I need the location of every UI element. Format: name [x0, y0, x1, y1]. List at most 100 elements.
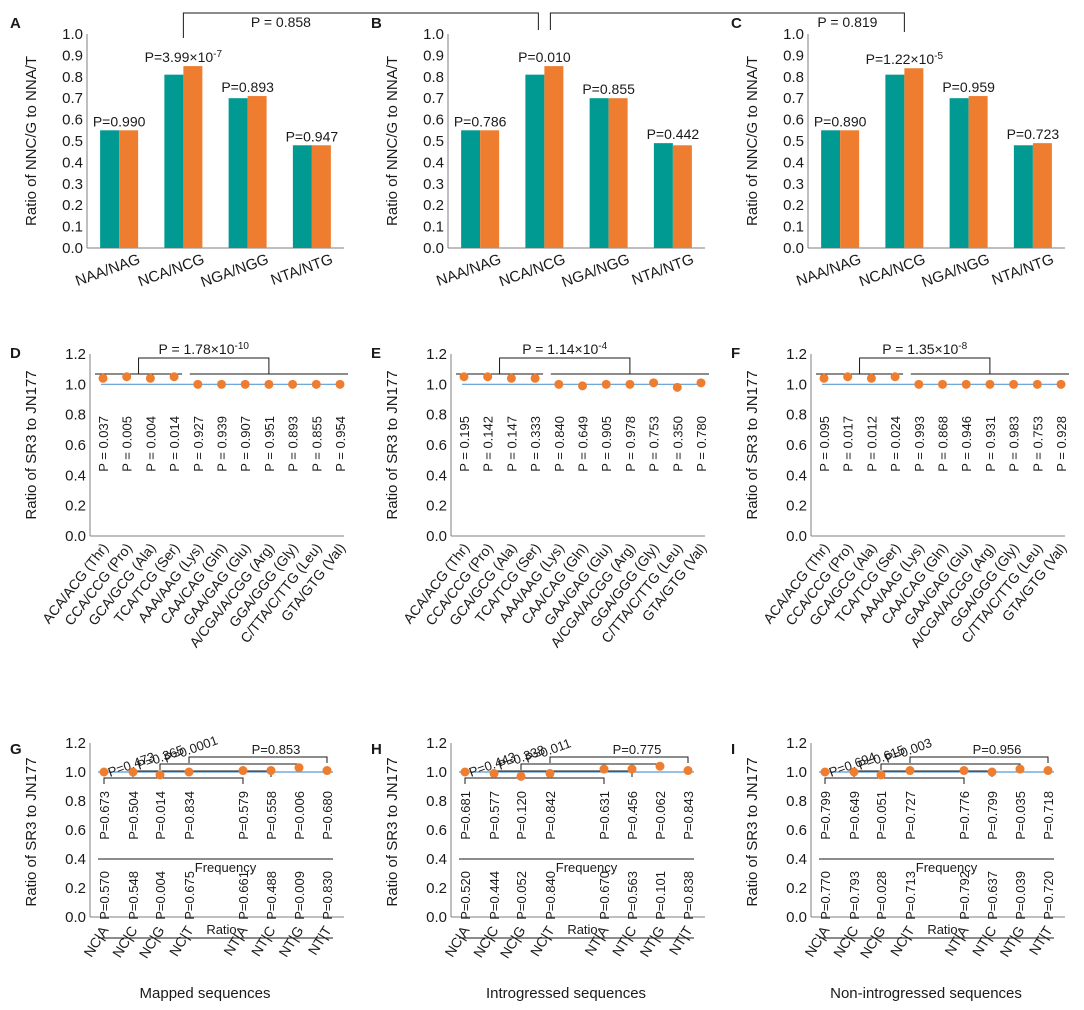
panel-h-x-axis-title: Introgressed sequences [486, 985, 646, 1002]
panel-g-xtick-label: NT|T [305, 923, 335, 958]
panel-i-xtick-label: NT|T [1026, 923, 1056, 958]
panel-a-bar-orange [119, 130, 139, 248]
panel-a-ytick-label: 0.0 [62, 240, 83, 257]
panel-c-bar-orange [840, 130, 860, 248]
panel-b-bar-teal [525, 74, 545, 248]
panel-g-y-axis-title: Ratio of SR3 to JN177 [23, 757, 40, 906]
panel-f-ytick-label: 1.2 [786, 346, 807, 363]
panel-d-point-pvalue: P = 0.954 [333, 416, 348, 472]
panel-i-ratio-pvalue: P=0.792 [957, 871, 972, 920]
panel-a-bar-teal [100, 130, 120, 248]
panel-g-ratio-pvalue: P=0.548 [126, 871, 141, 920]
panel-i-ratio-pvalue: P=0.720 [1041, 871, 1056, 920]
panel-f-point [985, 379, 995, 389]
panel-i-comparison-bracket [880, 763, 1021, 770]
panel-g-xtick-label: NC|A [80, 923, 112, 960]
panel-h-ytick-label: 0.0 [426, 909, 447, 926]
panel-i-ytick-label: 0.0 [786, 909, 807, 926]
panel-f-point [938, 379, 947, 389]
panel-h-ratio-pvalue: P=0.840 [543, 871, 558, 920]
panel-i-comparison-pvalue: P=0.956 [973, 742, 1022, 757]
panel-g-ratio-pvalue: P=0.488 [264, 871, 279, 920]
panel-f-point-pvalue: P = 0.868 [936, 416, 951, 472]
panel-h-xtick-label: NC|T [527, 923, 558, 959]
panel-g-ratio-pvalue: P=0.009 [292, 871, 307, 920]
panel-g-comparison-pvalue: P=0.0001 [162, 733, 220, 766]
panel-b-xtick-label: NAA/NAG [434, 251, 503, 290]
panel-h-ratio-pvalue: P=0.520 [458, 871, 473, 920]
panel-c-ytick-label: 0.4 [783, 154, 804, 171]
panel-e-point-pvalue: P = 0.147 [504, 416, 519, 472]
panel-g-frequency-pvalue: P=0.579 [236, 791, 251, 840]
panel-c-ytick-label: 0.8 [783, 69, 804, 86]
panel-e-comparison-pvalue-exp: -4 [598, 341, 607, 352]
panel-b-pvalue: P=0.442 [647, 126, 700, 142]
panel-a-bar-orange [247, 96, 267, 248]
panel-i-point [849, 767, 859, 777]
panel-g-ytick-label: 1.0 [65, 764, 86, 781]
panel-h-ytick-label: 1.0 [426, 764, 447, 781]
panel-g-frequency-pvalue: P=0.680 [320, 791, 335, 840]
panel-b-ytick-label: 0.3 [423, 176, 444, 193]
panel-h-xtick-label: NC|C [470, 923, 502, 960]
panel-i-ratio-pvalue: P=0.028 [874, 871, 889, 920]
panel-g-point [128, 767, 138, 777]
panel-h-frequency-pvalue: P=0.577 [487, 791, 502, 840]
panel-d-point [264, 379, 274, 389]
panel-g-comparison-bracket [188, 756, 328, 763]
panel-h-comparison-pvalue: P=0.011 [523, 735, 573, 765]
panel-a-bar-orange [311, 145, 331, 248]
panel-h-xtick-label: NT|C [609, 923, 640, 959]
panel-g-frequency-pvalue: P=0.558 [264, 791, 279, 840]
panel-c: C Ratio of NNC/G to NNA/T 0.0 0.1 0.2 0.3 0.4 0… [731, 15, 1065, 291]
panel-b-xtick-label: NGA/NGG [560, 251, 632, 291]
panel-e-point-pvalue: P = 0.780 [694, 416, 709, 472]
panel-i-frequency-label: Frequency [916, 860, 978, 875]
panel-h-ytick-label: 0.8 [426, 793, 447, 810]
panel-i-xtick-label: NT|G [996, 923, 1027, 960]
panel-h-frequency-pvalue: P=0.843 [681, 791, 696, 840]
panel-h-point [489, 768, 499, 778]
panel-g-label: G [10, 741, 22, 758]
panel-b-bar-teal [653, 143, 673, 248]
panel-g-point [294, 763, 304, 773]
panel-i-ytick-label: 1.2 [786, 735, 807, 752]
panel-f-point-pvalue: P = 0.017 [841, 416, 856, 472]
panel-f-ytick-label: 0.0 [786, 528, 807, 545]
panel-f-point-pvalue: P = 0.931 [983, 416, 998, 472]
panel-d-point [98, 373, 108, 383]
panel-f-point [961, 379, 971, 389]
panel-e-ytick-label: 0.4 [426, 467, 447, 484]
panel-i-xtick-label: NC|G [857, 923, 889, 961]
panel-a-ytick-label: 0.9 [62, 47, 83, 64]
panel-a-ytick-label: 0.7 [62, 90, 83, 107]
panel-e-point [506, 373, 516, 383]
panel-f-point-pvalue: P = 0.012 [864, 416, 879, 472]
panel-i-ytick-label: 0.8 [786, 793, 807, 810]
panel-c-pvalue-main: P=1.22×10 [866, 51, 935, 67]
panel-g-xtick-label: NC|T [166, 923, 197, 959]
panel-e-label: E [371, 345, 381, 362]
panel-h-frequency-pvalue: P=0.842 [543, 791, 558, 840]
panel-f-point [1009, 379, 1019, 389]
panel-b-bar-orange [480, 130, 500, 248]
panel-h-ratio-pvalue: P=0.101 [653, 871, 668, 920]
panel-b-ytick-label: 0.5 [423, 133, 444, 150]
panel-h-point [545, 768, 555, 778]
panel-a-pvalue: P=0.990 [93, 113, 146, 129]
panel-i-xtick-label: NC|C [830, 923, 862, 960]
panel-f-point [914, 379, 924, 389]
panel-i-ratio-pvalue: P=0.039 [1013, 871, 1028, 920]
panel-g-xtick-label: NT|C [248, 923, 279, 959]
panel-c-pvalue-exp: -5 [934, 51, 943, 62]
panel-g-comparison-pvalue: P=0.853 [252, 742, 301, 757]
panel-h-xtick-label: NC|A [441, 923, 473, 960]
panel-c-pvalue: P=0.959 [942, 79, 995, 95]
panel-a-xtick-label: NAA/NAG [73, 251, 142, 290]
panel-d-point-pvalue: P = 0.855 [309, 416, 324, 472]
panel-c-ytick-label: 0.6 [783, 112, 804, 129]
panel-d-point [240, 379, 250, 389]
